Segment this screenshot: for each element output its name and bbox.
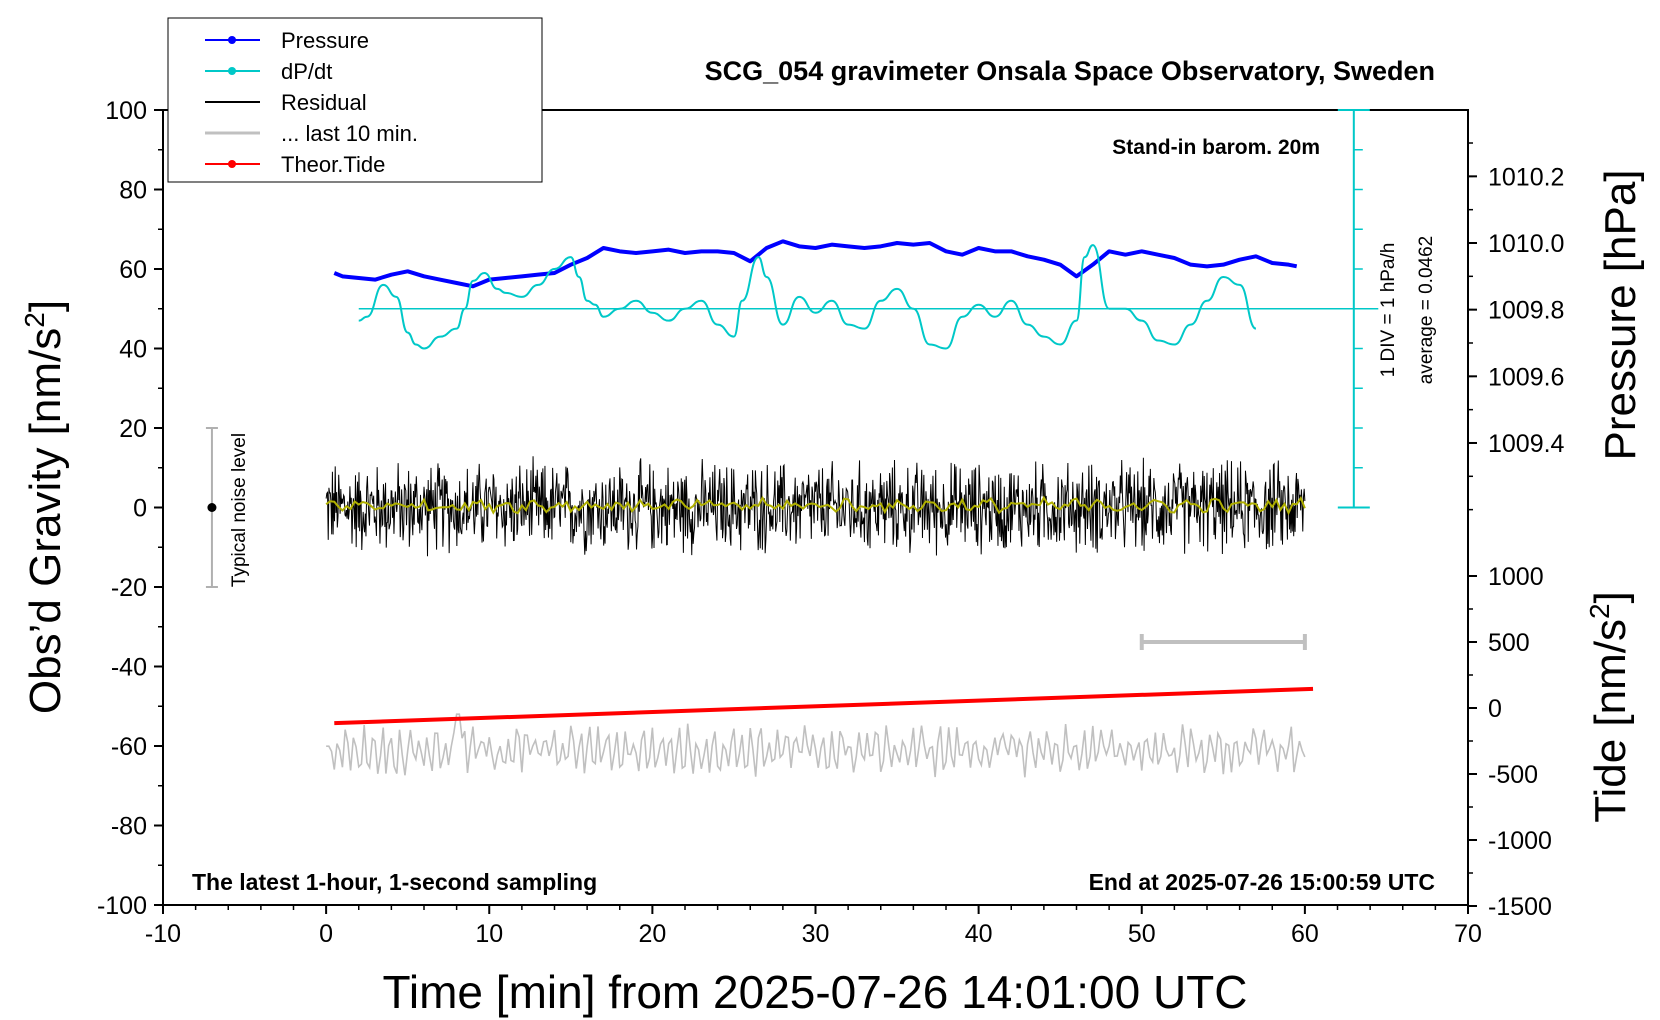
x-tick-label: 10	[475, 920, 503, 948]
residual-smoothed-line	[325, 495, 1306, 516]
left-tick-label: 80	[119, 177, 147, 205]
left-axis-label-sup: 2	[19, 312, 50, 328]
pressure-axis-label: Pressure [hPa]	[1596, 169, 1645, 460]
left-axis-label-end: ]	[21, 300, 70, 312]
tide-tick-label: -1500	[1488, 893, 1552, 921]
x-axis-ticks: -10 0 10 20 30 40 50 60 70	[145, 905, 1482, 948]
tide-axis-label-end: ]	[1586, 591, 1635, 603]
dpdt-line	[358, 244, 1257, 350]
pressure-tick-label: 1010.0	[1488, 230, 1564, 258]
pressure-tick-label: 1009.6	[1488, 363, 1564, 391]
legend-label: Residual	[281, 90, 367, 115]
tide-tick-label: 500	[1488, 629, 1530, 657]
tide-tick-label: 1000	[1488, 563, 1544, 591]
tide-tick-label: 0	[1488, 695, 1502, 723]
noise-annotation: Typical noise level	[229, 433, 250, 587]
legend-marker	[228, 67, 236, 75]
extras-group	[205, 109, 1370, 650]
left-tick-label: 60	[119, 256, 147, 284]
average-annotation: average = 0.0462	[1416, 236, 1437, 384]
div-annotation: 1 DIV = 1 hPa/h	[1378, 243, 1399, 378]
latest-annotation: The latest 1-hour, 1-second sampling	[192, 869, 597, 895]
left-tick-label: 100	[105, 97, 147, 125]
left-tick-label: 40	[119, 336, 147, 364]
pressure-tick-label: 1010.2	[1488, 163, 1564, 191]
legend-label: Theor.Tide	[281, 152, 385, 177]
legend-label: Pressure	[281, 28, 369, 53]
right-axis-ticks: 1009.4 1009.6 1009.8 1010.0 1010.2 -1500 -1000…	[1468, 142, 1565, 921]
x-tick-label: 0	[319, 920, 333, 948]
tide-tick-label: -1000	[1488, 827, 1552, 855]
x-tick-label: -10	[145, 920, 181, 948]
left-axis-label-main: Obs’d Gravity [nm/s	[21, 328, 70, 714]
noise-center-dot	[207, 503, 217, 512]
x-tick-label: 70	[1454, 920, 1482, 948]
x-tick-label: 50	[1128, 920, 1156, 948]
legend-box	[167, 17, 543, 183]
chart-title: SCG_054 gravimeter Onsala Space Observat…	[705, 56, 1435, 86]
left-axis-ticks: -100 -80 -60 -40 -20 0 20 40 60 80 100	[97, 97, 163, 920]
legend-label: dP/dt	[281, 59, 332, 84]
legend: Pressure dP/dt Residual ... last 10 min. The…	[167, 17, 543, 183]
tide-tick-label: -500	[1488, 761, 1538, 789]
tide-axis-label: Tide [nm/s2]	[1584, 591, 1635, 823]
tide-axis-label-sup: 2	[1584, 603, 1615, 619]
residual-line	[325, 456, 1306, 557]
pressure-tick-label: 1009.4	[1488, 430, 1565, 458]
left-tick-label: -60	[111, 733, 147, 761]
left-tick-label: -100	[97, 892, 147, 920]
pressure-tick-label: 1009.8	[1488, 297, 1564, 325]
legend-marker	[228, 36, 236, 44]
series-group	[325, 239, 1379, 778]
left-tick-label: -80	[111, 813, 147, 841]
tide-axis-label-main: Tide [nm/s	[1586, 619, 1635, 823]
legend-marker	[228, 160, 236, 168]
left-tick-label: -20	[111, 574, 147, 602]
left-axis-label: Obs’d Gravity [nm/s2]	[19, 300, 70, 714]
legend-label: ... last 10 min.	[281, 121, 418, 146]
left-tick-label: 20	[119, 415, 147, 443]
x-tick-label: 60	[1291, 920, 1319, 948]
left-tick-label: 0	[133, 495, 147, 523]
left-tick-label: -40	[111, 654, 147, 682]
x-axis-label: Time [min] from 2025-07-26 14:01:00 UTC	[383, 966, 1248, 1018]
end-annotation: End at 2025-07-26 15:00:59 UTC	[1089, 869, 1435, 895]
last10-line	[326, 713, 1306, 778]
x-tick-label: 40	[965, 920, 993, 948]
x-tick-label: 20	[638, 920, 666, 948]
tide-line	[334, 686, 1314, 726]
x-tick-label: 30	[802, 920, 830, 948]
barom-annotation: Stand-in barom. 20m	[1112, 136, 1320, 159]
